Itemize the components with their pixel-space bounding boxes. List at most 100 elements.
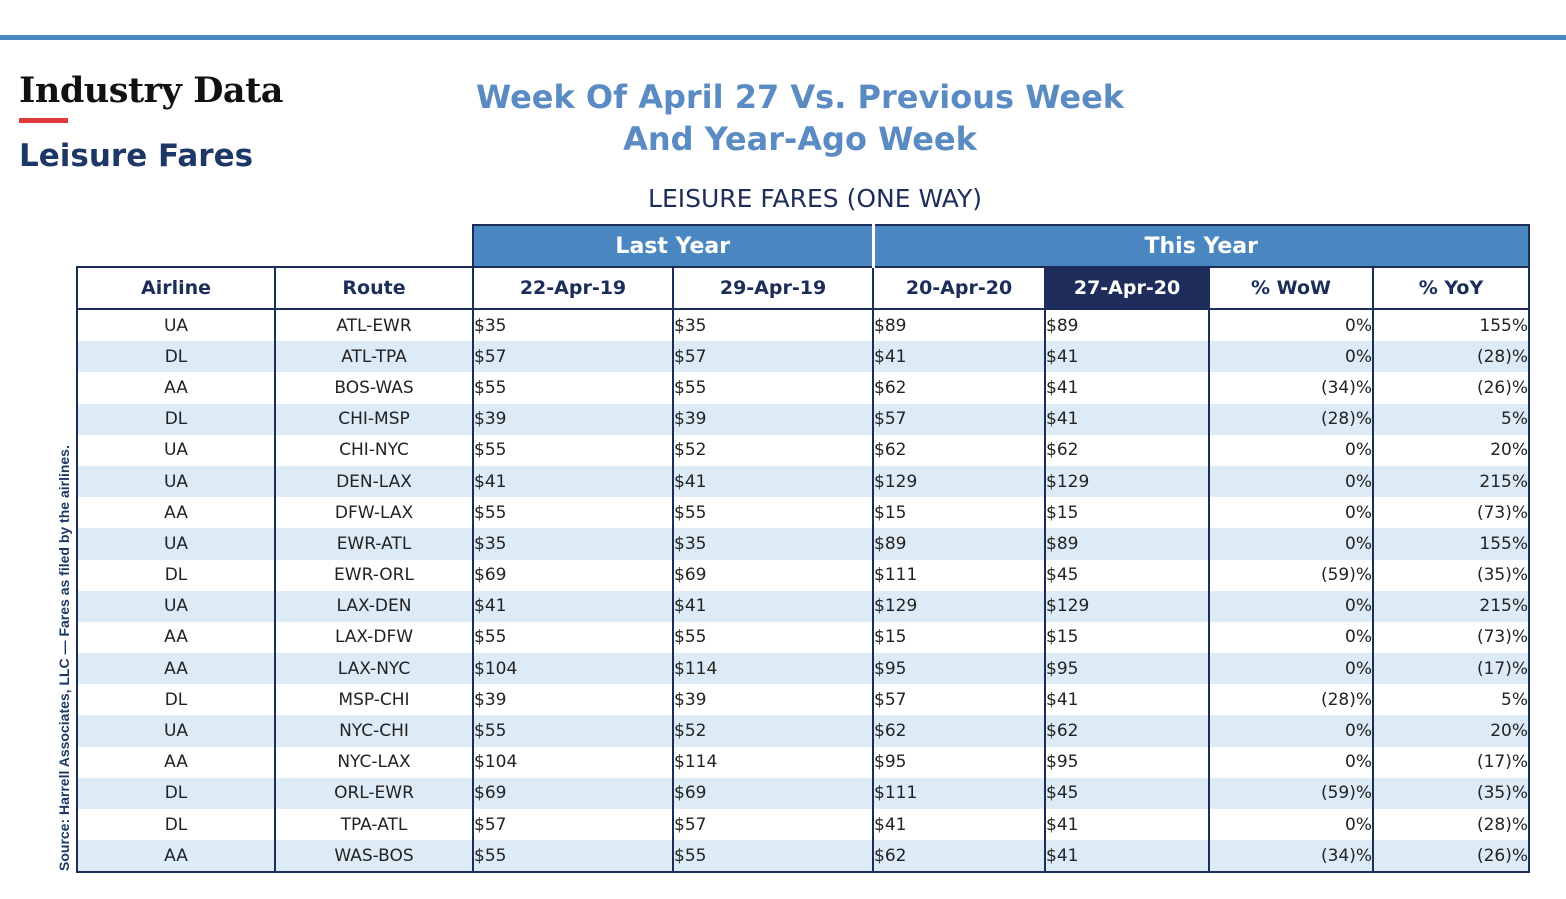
headline: Week Of April 27 Vs. Previous Week And Y… (400, 76, 1200, 160)
route-cell: TPA-ATL (274, 809, 474, 841)
fare-20-apr-20-cell: $129 (872, 465, 1047, 498)
pct-wow-cell: 0% (1208, 497, 1375, 529)
pct-wow-cell: 0% (1208, 465, 1375, 498)
fare-27-apr-20-cell: $62 (1044, 434, 1211, 466)
group-header-blank (77, 225, 473, 267)
table-row: UA DEN-LAX $41 $41 $129 $129 0% 215% (76, 465, 1531, 498)
fare-27-apr-20-cell: $45 (1044, 777, 1211, 809)
airline-cell: DL (76, 403, 276, 435)
fare-27-apr-20-cell: $41 (1044, 372, 1211, 404)
table-row: AA BOS-WAS $55 $55 $62 $41 (34)% (26)% (76, 372, 1531, 404)
fare-20-apr-20-cell: $15 (872, 621, 1047, 654)
fare-27-apr-20-cell: $41 (1044, 809, 1211, 841)
headline-line-2: And Year-Ago Week (623, 120, 977, 158)
route-cell: MSP-CHI (274, 684, 474, 716)
fare-27-apr-20-cell: $129 (1044, 465, 1211, 498)
column-header-route: Route (274, 266, 474, 310)
fare-29-apr-19-cell: $55 (671, 497, 875, 529)
airline-cell: AA (76, 497, 276, 529)
table-row: DL ORL-EWR $69 $69 $111 $45 (59)% (35)% (76, 777, 1531, 809)
fares-table: Last Year This Year Airline Route 22-Apr… (76, 224, 1531, 874)
fare-29-apr-19-cell: $39 (671, 403, 875, 435)
fare-27-apr-20-cell: $89 (1044, 309, 1211, 342)
fare-29-apr-19-cell: $69 (671, 777, 875, 809)
pct-wow-cell: (59)% (1208, 777, 1375, 809)
fare-22-apr-19-cell: $69 (472, 559, 674, 591)
airline-cell: DL (76, 341, 276, 373)
fare-20-apr-20-cell: $129 (872, 590, 1047, 622)
table-row: UA NYC-CHI $55 $52 $62 $62 0% 20% (76, 715, 1531, 747)
pct-yoy-cell: 215% (1372, 590, 1531, 622)
table-row: UA ATL-EWR $35 $35 $89 $89 0% 155% (76, 309, 1531, 342)
source-note: Source: Harrell Associates, LLC — Fares … (56, 445, 72, 871)
table-row: AA LAX-DFW $55 $55 $15 $15 0% (73)% (76, 621, 1531, 654)
fare-29-apr-19-cell: $55 (671, 621, 875, 654)
column-header-pct-wow: % WoW (1208, 266, 1375, 310)
fare-22-apr-19-cell: $55 (472, 372, 674, 404)
fares-table-body: UA ATL-EWR $35 $35 $89 $89 0% 155% DL ATL-TPA $57 $… (76, 309, 1531, 874)
top-rule (0, 35, 1566, 40)
route-cell: LAX-DFW (274, 621, 474, 654)
fare-20-apr-20-cell: $41 (872, 341, 1047, 373)
fare-22-apr-19-cell: $57 (472, 341, 674, 373)
table-row: UA LAX-DEN $41 $41 $129 $129 0% 215% (76, 590, 1531, 622)
pct-yoy-cell: 20% (1372, 434, 1531, 466)
pct-yoy-cell: 215% (1372, 465, 1531, 498)
pct-yoy-cell: 155% (1372, 528, 1531, 560)
route-cell: BOS-WAS (274, 372, 474, 404)
fare-22-apr-19-cell: $41 (472, 590, 674, 622)
route-cell: DFW-LAX (274, 497, 474, 529)
fare-20-apr-20-cell: $62 (872, 840, 1047, 874)
fare-29-apr-19-cell: $69 (671, 559, 875, 591)
pct-yoy-cell: (28)% (1372, 341, 1531, 373)
fare-22-apr-19-cell: $41 (472, 465, 674, 498)
fare-27-apr-20-cell: $41 (1044, 403, 1211, 435)
headline-line-1: Week Of April 27 Vs. Previous Week (475, 78, 1125, 116)
pct-wow-cell: 0% (1208, 746, 1375, 778)
table-row: UA CHI-NYC $55 $52 $62 $62 0% 20% (76, 434, 1531, 466)
fare-22-apr-19-cell: $104 (472, 653, 674, 685)
airline-cell: DL (76, 684, 276, 716)
fare-29-apr-19-cell: $52 (671, 434, 875, 466)
fare-27-apr-20-cell: $41 (1044, 684, 1211, 716)
fare-20-apr-20-cell: $111 (872, 777, 1047, 809)
fare-20-apr-20-cell: $62 (872, 715, 1047, 747)
table-row: DL ATL-TPA $57 $57 $41 $41 0% (28)% (76, 341, 1531, 373)
pct-yoy-cell: (17)% (1372, 653, 1531, 685)
group-header-last-year: Last Year (471, 224, 875, 268)
route-cell: LAX-DEN (274, 590, 474, 622)
table-row: DL EWR-ORL $69 $69 $111 $45 (59)% (35)% (76, 559, 1531, 591)
airline-cell: AA (76, 840, 276, 874)
fare-20-apr-20-cell: $15 (872, 497, 1047, 529)
fare-22-apr-19-cell: $35 (472, 309, 674, 342)
fare-20-apr-20-cell: $95 (872, 653, 1047, 685)
pct-wow-cell: (28)% (1208, 684, 1375, 716)
column-header-20-apr-20: 20-Apr-20 (872, 266, 1047, 310)
fare-20-apr-20-cell: $57 (872, 403, 1047, 435)
column-header-pct-yoy: % YoY (1372, 266, 1531, 310)
route-cell: CHI-NYC (274, 434, 474, 466)
airline-cell: UA (76, 528, 276, 560)
route-cell: CHI-MSP (274, 403, 474, 435)
column-header-29-apr-19: 29-Apr-19 (671, 266, 875, 310)
airline-cell: DL (76, 809, 276, 841)
pct-yoy-cell: 155% (1372, 309, 1531, 342)
route-cell: ATL-EWR (274, 309, 474, 342)
column-header-22-apr-19: 22-Apr-19 (472, 266, 674, 310)
column-header-row: Airline Route 22-Apr-19 29-Apr-19 20-Apr… (76, 266, 1531, 310)
fare-27-apr-20-cell: $15 (1044, 497, 1211, 529)
section-title: Leisure Fares (19, 138, 254, 174)
airline-cell: DL (76, 559, 276, 591)
pct-wow-cell: 0% (1208, 528, 1375, 560)
pct-yoy-cell: (17)% (1372, 746, 1531, 778)
airline-cell: DL (76, 777, 276, 809)
fare-20-apr-20-cell: $111 (872, 559, 1047, 591)
fare-22-apr-19-cell: $55 (472, 434, 674, 466)
airline-cell: UA (76, 715, 276, 747)
airline-cell: AA (76, 746, 276, 778)
fare-20-apr-20-cell: $62 (872, 372, 1047, 404)
fare-22-apr-19-cell: $39 (472, 403, 674, 435)
pct-wow-cell: 0% (1208, 621, 1375, 654)
group-header-this-year: This Year (872, 224, 1531, 268)
fare-27-apr-20-cell: $15 (1044, 621, 1211, 654)
